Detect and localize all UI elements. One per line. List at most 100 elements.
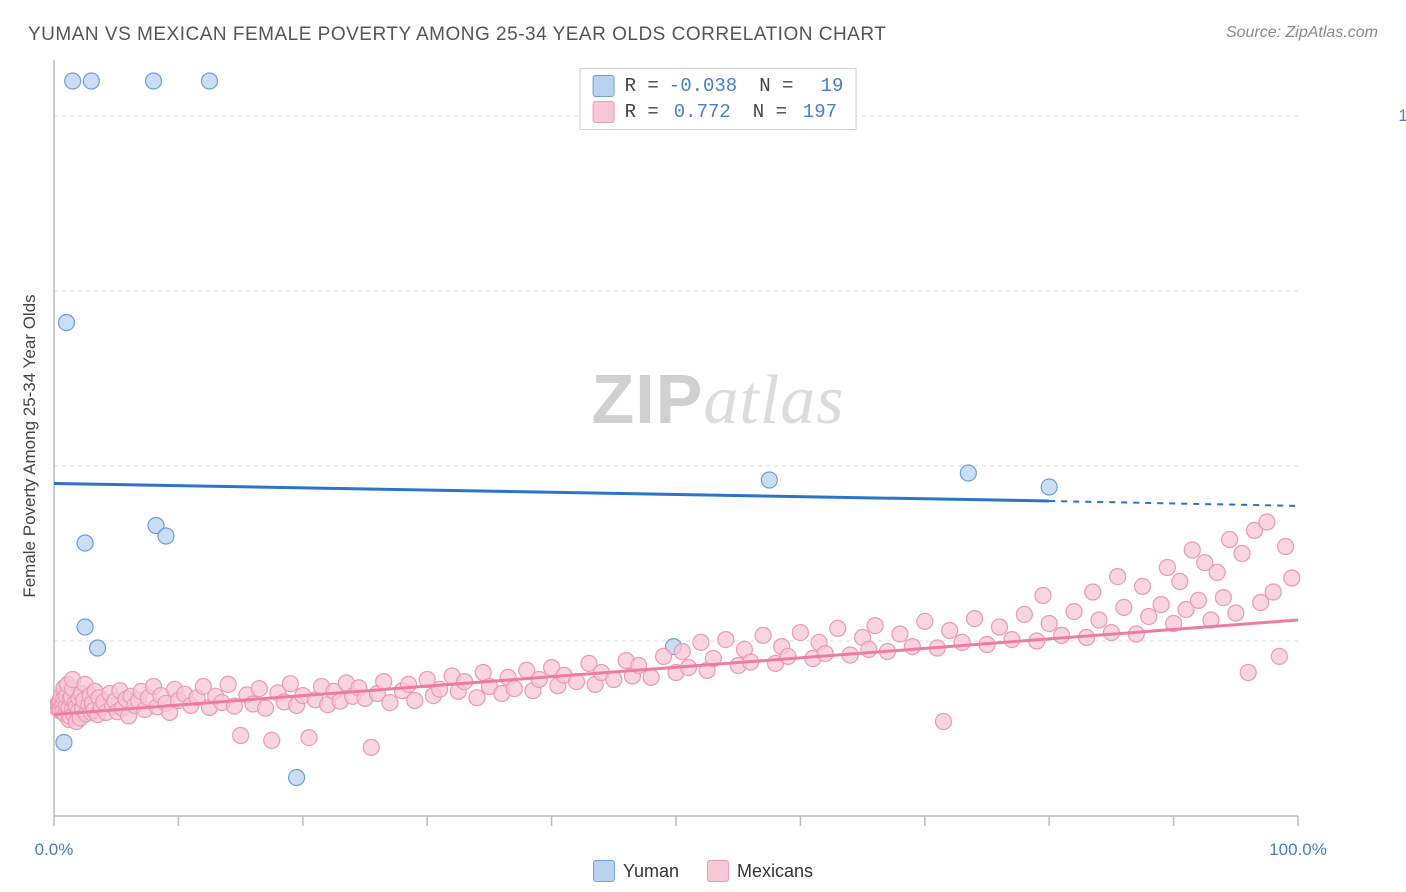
data-point bbox=[506, 681, 522, 697]
data-point bbox=[233, 728, 249, 744]
data-point bbox=[376, 674, 392, 690]
data-point bbox=[1153, 597, 1169, 613]
data-point bbox=[363, 739, 379, 755]
n-label: N = bbox=[759, 75, 793, 97]
data-point bbox=[1054, 627, 1070, 643]
r-value: -0.038 bbox=[669, 75, 737, 97]
x-tick-label: 100.0% bbox=[1269, 840, 1327, 860]
data-point bbox=[1091, 612, 1107, 628]
data-point bbox=[656, 648, 672, 664]
data-point bbox=[693, 634, 709, 650]
stats-legend-box: R =-0.038N =19R =0.772N =197 bbox=[580, 68, 857, 130]
legend-label: Mexicans bbox=[737, 861, 813, 882]
data-point bbox=[967, 611, 983, 627]
x-tick-label: 0.0% bbox=[35, 840, 74, 860]
data-point bbox=[1041, 479, 1057, 495]
data-point bbox=[301, 730, 317, 746]
data-point bbox=[867, 618, 883, 634]
r-label: R = bbox=[625, 101, 659, 123]
data-point bbox=[56, 735, 72, 751]
legend-label: Yuman bbox=[623, 861, 679, 882]
data-point bbox=[643, 669, 659, 685]
legend-swatch bbox=[593, 75, 615, 97]
data-point bbox=[77, 535, 93, 551]
data-point bbox=[1284, 570, 1300, 586]
data-point bbox=[755, 627, 771, 643]
data-point bbox=[1209, 564, 1225, 580]
data-point bbox=[817, 646, 833, 662]
data-point bbox=[1085, 584, 1101, 600]
chart-area: Female Poverty Among 25-34 Year Olds ZIP… bbox=[50, 60, 1386, 832]
r-value: 0.772 bbox=[669, 101, 731, 123]
n-label: N = bbox=[753, 101, 787, 123]
data-point bbox=[861, 641, 877, 657]
legend-swatch bbox=[707, 860, 729, 882]
data-point bbox=[77, 619, 93, 635]
y-tick-label: 100.0% bbox=[1398, 106, 1406, 126]
regression-line bbox=[54, 620, 1298, 715]
data-point bbox=[1135, 578, 1151, 594]
data-point bbox=[146, 73, 162, 89]
data-point bbox=[382, 695, 398, 711]
data-point bbox=[58, 315, 74, 331]
data-point bbox=[65, 73, 81, 89]
data-point bbox=[1222, 532, 1238, 548]
data-point bbox=[892, 626, 908, 642]
data-point bbox=[761, 472, 777, 488]
data-point bbox=[1259, 514, 1275, 530]
data-point bbox=[718, 632, 734, 648]
data-point bbox=[1004, 632, 1020, 648]
data-point bbox=[1035, 588, 1051, 604]
data-point bbox=[289, 770, 305, 786]
regression-line bbox=[54, 484, 1049, 502]
data-point bbox=[264, 732, 280, 748]
data-point bbox=[830, 620, 846, 636]
data-point bbox=[1116, 599, 1132, 615]
data-point bbox=[792, 625, 808, 641]
data-point bbox=[917, 613, 933, 629]
data-point bbox=[1228, 605, 1244, 621]
data-point bbox=[1159, 560, 1175, 576]
data-point bbox=[1190, 592, 1206, 608]
regression-line-dashed bbox=[1049, 501, 1298, 506]
data-point bbox=[1110, 569, 1126, 585]
data-point bbox=[83, 73, 99, 89]
data-point bbox=[257, 700, 273, 716]
data-point bbox=[401, 676, 417, 692]
data-point bbox=[674, 644, 690, 660]
data-point bbox=[1041, 616, 1057, 632]
y-axis-label: Female Poverty Among 25-34 Year Olds bbox=[20, 294, 40, 597]
data-point bbox=[904, 639, 920, 655]
data-point bbox=[942, 623, 958, 639]
data-point bbox=[1016, 606, 1032, 622]
data-point bbox=[1066, 604, 1082, 620]
data-point bbox=[780, 648, 796, 664]
data-point bbox=[1278, 539, 1294, 555]
source-label: Source: ZipAtlas.com bbox=[1226, 24, 1378, 42]
data-point bbox=[158, 528, 174, 544]
data-point bbox=[220, 676, 236, 692]
data-point bbox=[991, 619, 1007, 635]
data-point bbox=[1234, 546, 1250, 562]
data-point bbox=[1271, 648, 1287, 664]
legend-item: Yuman bbox=[593, 860, 679, 882]
legend-swatch bbox=[593, 101, 615, 123]
data-point bbox=[1172, 574, 1188, 590]
data-point bbox=[469, 690, 485, 706]
data-point bbox=[282, 676, 298, 692]
data-point bbox=[1265, 584, 1281, 600]
scatter-plot bbox=[50, 60, 1386, 832]
data-point bbox=[1184, 542, 1200, 558]
stat-row: R =-0.038N =19 bbox=[593, 73, 844, 99]
series-legend: Yuman Mexicans bbox=[593, 860, 813, 882]
data-point bbox=[407, 693, 423, 709]
chart-title: YUMAN VS MEXICAN FEMALE POVERTY AMONG 25… bbox=[28, 24, 886, 46]
data-point bbox=[202, 73, 218, 89]
data-point bbox=[935, 714, 951, 730]
data-point bbox=[1240, 665, 1256, 681]
data-point bbox=[1141, 609, 1157, 625]
data-point bbox=[960, 465, 976, 481]
data-point bbox=[1215, 590, 1231, 606]
n-value: 197 bbox=[797, 101, 837, 123]
legend-swatch bbox=[593, 860, 615, 882]
